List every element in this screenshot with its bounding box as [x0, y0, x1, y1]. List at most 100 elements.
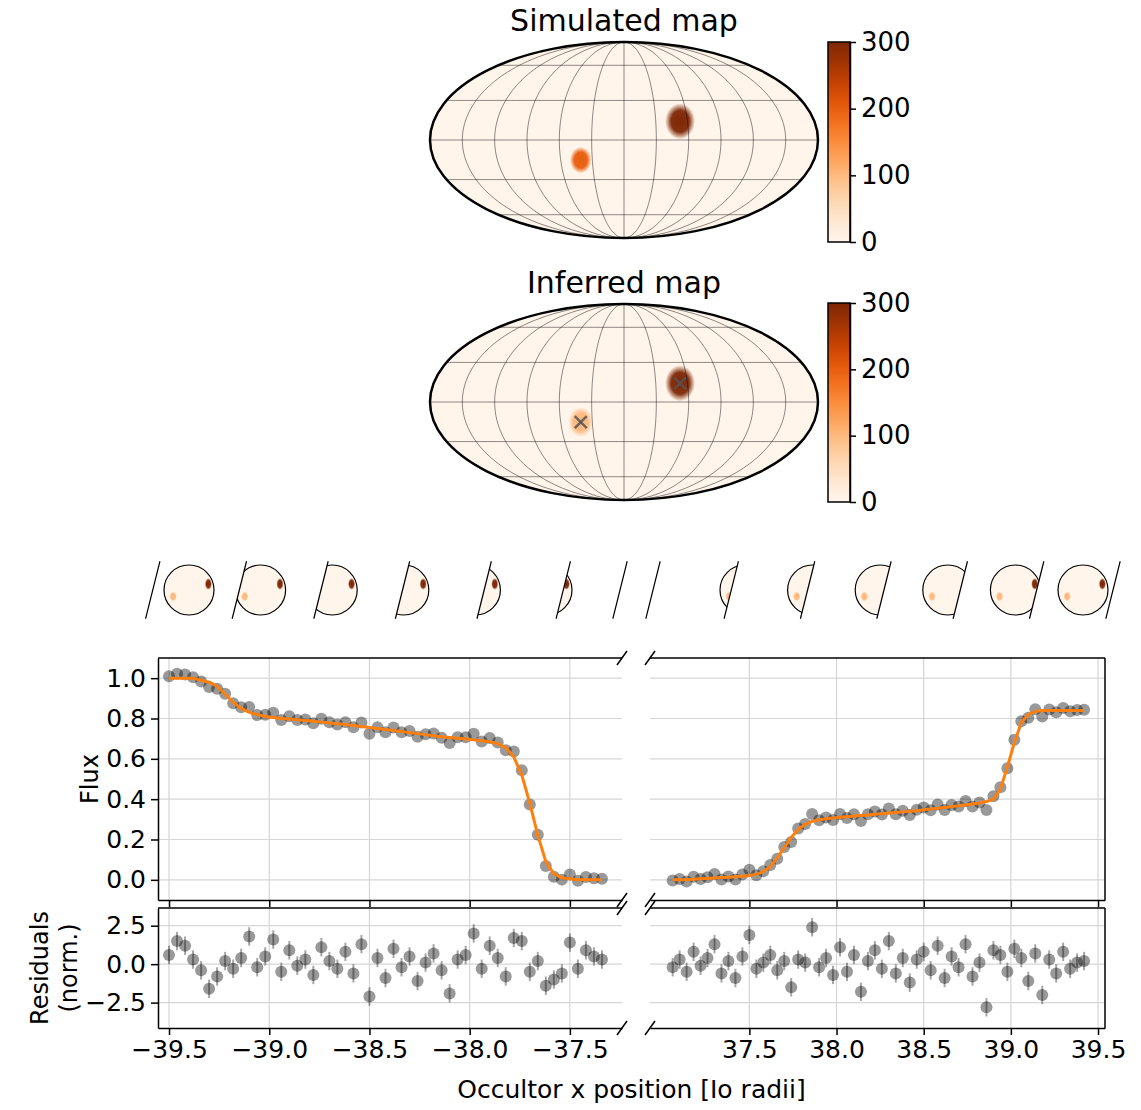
thumb-spot [928, 592, 935, 602]
tick-mark [269, 900, 271, 907]
tick-label: −39.5 [131, 1035, 208, 1064]
tick-label: 0.8 [106, 704, 146, 733]
tick [470, 900, 471, 907]
tick: 0 [850, 487, 878, 517]
tick-mark [850, 369, 856, 371]
map-outline [430, 304, 818, 500]
tick-mark [850, 502, 856, 504]
data-point [939, 972, 951, 984]
thumb-spot [896, 578, 903, 590]
tick [269, 900, 270, 907]
tick-mark [151, 839, 158, 841]
data-point [736, 950, 748, 962]
tick: −39.5 [131, 1028, 208, 1064]
panel [645, 651, 1106, 907]
visible-disk [923, 565, 973, 615]
data-point [820, 952, 832, 964]
frame [1104, 658, 1106, 900]
tick-label: 200 [861, 93, 911, 123]
thumbnail [646, 561, 660, 619]
data-point [396, 961, 408, 973]
data-point [883, 935, 895, 947]
tick: 2.5 [106, 911, 158, 940]
thumbnail [923, 561, 973, 619]
axis [651, 900, 1106, 907]
frame [650, 907, 1105, 909]
axis: −2.50.02.5 [85, 909, 158, 1029]
data-point [897, 952, 909, 964]
occultor-limb [477, 561, 491, 619]
occultor-limb [877, 561, 891, 619]
data-point [1043, 954, 1055, 966]
parallel [498, 327, 749, 328]
thumbnail [379, 561, 429, 619]
axis-line [159, 900, 623, 902]
tick: 100 [850, 160, 911, 190]
data-point [532, 955, 544, 967]
data-point [484, 940, 496, 952]
data-point [243, 930, 255, 942]
disk [990, 565, 1040, 615]
thumb-spot [205, 578, 212, 590]
marks [163, 668, 608, 887]
axis-break [645, 651, 655, 665]
tick: 0.2 [106, 825, 158, 854]
disk [379, 565, 429, 615]
spot [665, 365, 695, 401]
axis-line [850, 304, 852, 503]
tick [369, 900, 370, 907]
grid-line [158, 718, 622, 719]
data-point [315, 941, 327, 953]
title: Simulated map [510, 3, 738, 38]
data-point [283, 944, 295, 956]
tick-mark [850, 435, 856, 437]
thumbnail [720, 561, 770, 619]
panel: 0.00.20.40.60.81.0 [106, 651, 627, 907]
tick: 300 [850, 27, 911, 57]
grid-line [650, 925, 1105, 926]
occultor-limb [232, 561, 246, 619]
data-point [918, 946, 930, 958]
occultor-limb [613, 561, 627, 619]
axis-line [850, 43, 852, 243]
disk [307, 565, 357, 615]
tick-mark [151, 759, 158, 761]
visible-disk [855, 565, 905, 615]
grid-line [650, 1002, 1105, 1003]
tick-mark [151, 880, 158, 882]
axis: 0 100 200 300 [850, 27, 911, 257]
axis-title: Residuals(norm.) [26, 911, 83, 1025]
data-point [806, 921, 818, 933]
parallel [430, 140, 818, 141]
thumb-spot [348, 578, 355, 590]
colorbar [828, 303, 850, 502]
spot [568, 407, 593, 437]
tick-label: 0 [861, 487, 878, 517]
tick: 100 [850, 420, 911, 450]
tick-mark [469, 900, 471, 907]
tick-label: 38.0 [809, 1035, 865, 1064]
data-point [227, 963, 239, 975]
thumbnail [990, 561, 1043, 619]
tick: 0.4 [106, 785, 158, 814]
data-point [785, 981, 797, 993]
grid [650, 658, 1105, 900]
tick: 0 [850, 227, 878, 257]
spot-marker [575, 416, 587, 428]
axis-break [617, 901, 627, 915]
data-point [1029, 947, 1041, 959]
disk [788, 565, 838, 615]
data-point [709, 938, 721, 950]
tick-label: 39.5 [1071, 1035, 1127, 1064]
frame [158, 657, 622, 659]
tick: −2.5 [85, 988, 158, 1017]
data-point [163, 949, 175, 961]
tick-label: 0.4 [106, 785, 146, 814]
thumb-spot [1099, 578, 1106, 590]
occultor-limb [646, 561, 660, 619]
tick-mark [850, 175, 856, 177]
data-point [841, 966, 853, 978]
thumb-spot [527, 592, 534, 602]
map-background [430, 304, 818, 500]
grid [158, 658, 622, 900]
